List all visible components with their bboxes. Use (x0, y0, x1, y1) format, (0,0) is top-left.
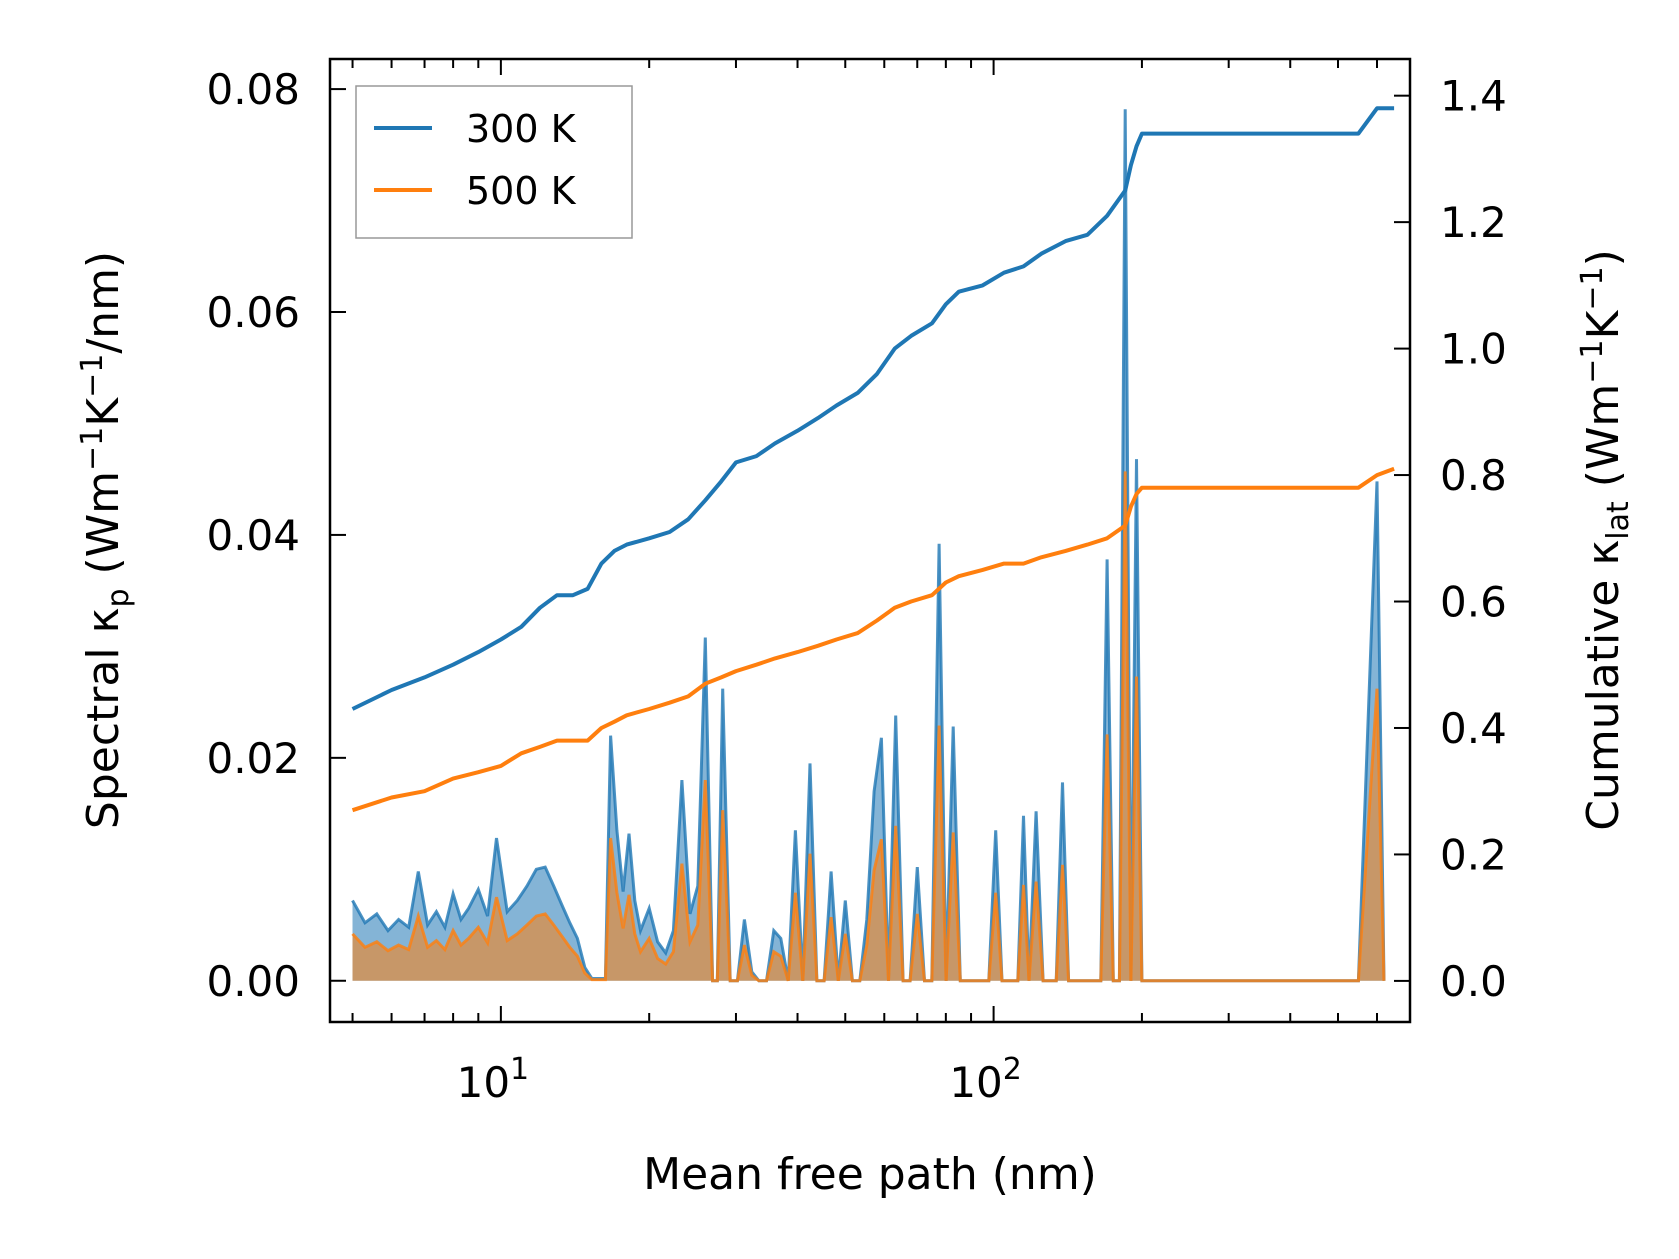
y-left-tick-label: 0.00 (206, 957, 300, 1006)
y-left-label-main: Spectral κ (78, 608, 129, 830)
legend-box (355, 85, 633, 239)
y-right-tick-label: 1.0 (1440, 325, 1507, 374)
spectral-fills (351, 109, 1386, 983)
cumulative-line-300k (351, 106, 1395, 711)
y-right-tick-label: 0.2 (1440, 830, 1507, 879)
x-tick-label-exp: 2 (1003, 1052, 1022, 1087)
y-right-label-sub: lat (1601, 501, 1636, 540)
x-tick-label: 102 (949, 1052, 1022, 1107)
legend-label-500k: 500 K (466, 169, 577, 213)
y-left-label-sub: p (101, 588, 136, 607)
y-right-tick-label: 1.2 (1440, 198, 1507, 247)
y-right-label-unit-pre: (Wm (1578, 384, 1629, 502)
y-left-label-exp1: −1 (75, 427, 110, 471)
x-tick-label-exp: 1 (510, 1052, 529, 1087)
y-right-label-unit-post: ) (1578, 249, 1629, 266)
y-right-label-exp2: −1 (1575, 266, 1610, 310)
legend: 300 K 500 K (355, 85, 633, 239)
y-right-tick-label: 0.0 (1440, 957, 1507, 1006)
x-axis-label: Mean free path (nm) (643, 1149, 1097, 1200)
y-left-tick-label: 0.08 (206, 65, 300, 114)
y-left-tick-label: 0.02 (206, 734, 300, 783)
y-right-label-main: Cumulative κ (1578, 540, 1629, 831)
y-right-axis-label: Cumulative κlat (Wm−1K−1) (1575, 249, 1636, 831)
cumulative-line-500k (351, 466, 1395, 813)
y-left-label-unit-pre: (Wm (78, 471, 129, 589)
x-tick-label-base: 10 (949, 1058, 1002, 1107)
y-left-label-unit-post: /nm) (78, 251, 129, 354)
y-right-tick-label: 0.6 (1440, 578, 1507, 627)
y-right-tick-label: 0.4 (1440, 704, 1507, 753)
y-left-label-exp2: −1 (75, 354, 110, 398)
y-left-axis-label: Spectral κp (Wm−1K−1/nm) (75, 251, 136, 829)
y-right-tick-label: 0.8 (1440, 451, 1507, 500)
y-left-label-unit-mid: K (78, 397, 129, 427)
spectral-line-500k (351, 471, 1386, 983)
x-tick-label-base: 10 (457, 1058, 510, 1107)
x-tick-label: 101 (457, 1052, 530, 1107)
legend-label-300k: 300 K (466, 107, 577, 151)
y-right-label-unit-mid: K (1578, 309, 1629, 339)
y-right-label-exp1: −1 (1575, 339, 1610, 383)
y-left-tick-label: 0.04 (206, 511, 300, 560)
data-lines (351, 106, 1395, 813)
y-left-tick-label: 0.06 (206, 288, 300, 337)
plot-frame (328, 57, 1412, 1024)
y-right-tick-label: 1.4 (1440, 72, 1507, 121)
axis-ticks: 101 1020.000.020.040.060.080.00.20.40.60.… (206, 59, 1507, 1107)
